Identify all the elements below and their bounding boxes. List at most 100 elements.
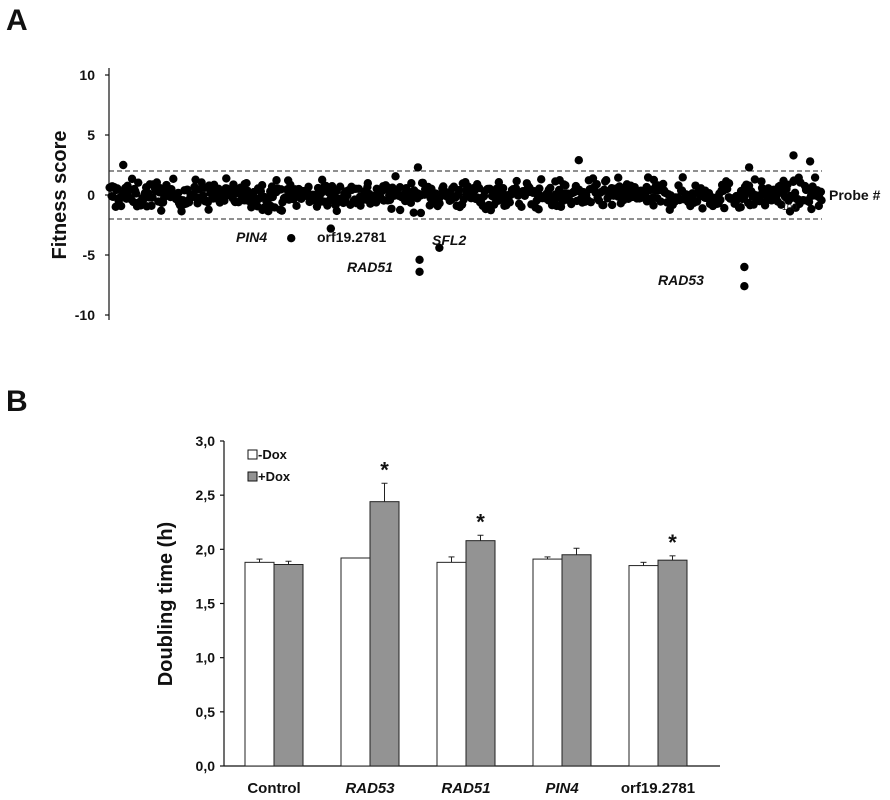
probe-point xyxy=(716,195,725,205)
probe-point xyxy=(607,200,617,210)
fitness-score-axis-label: Fitness score xyxy=(49,131,71,260)
outlier-point xyxy=(415,267,424,276)
probe-point xyxy=(113,184,122,193)
panel-a-letter: A xyxy=(6,4,28,37)
probe-point xyxy=(656,197,665,206)
probe-point xyxy=(692,197,702,206)
probe-point xyxy=(750,175,760,184)
probe-point xyxy=(395,205,405,215)
probe-point xyxy=(220,196,229,205)
probe-axis-label: Probe # xyxy=(829,187,881,203)
label-pin4: PIN4 xyxy=(236,229,267,245)
probe-point xyxy=(391,172,400,181)
y-tick-label: 0,5 xyxy=(196,704,216,720)
probe-point xyxy=(332,206,342,216)
y-tick-label: -10 xyxy=(75,307,95,323)
bar-plus-dox xyxy=(273,564,304,767)
outlier-point xyxy=(740,262,749,272)
probe-point xyxy=(148,193,157,202)
legend-minus-dox: -Dox xyxy=(258,447,288,462)
probe-point xyxy=(455,185,464,195)
bar-group: * * * xyxy=(244,457,688,767)
probe-point xyxy=(335,182,345,191)
y-tick-label: 5 xyxy=(87,127,95,143)
label-sfl2: SFL2 xyxy=(432,232,466,248)
probe-point-high xyxy=(413,163,423,172)
y-tick-label: 2,0 xyxy=(196,541,216,557)
probe-point xyxy=(546,183,555,193)
probe-point xyxy=(512,176,521,186)
probe-point xyxy=(630,183,639,192)
legend-plus-dox: +Dox xyxy=(258,469,291,484)
significance-marker: * xyxy=(380,457,389,482)
probe-point xyxy=(698,204,707,213)
bar-plus-dox xyxy=(561,554,592,767)
probe-point xyxy=(678,173,687,182)
probe-point xyxy=(222,174,231,183)
probe-point xyxy=(131,189,141,198)
probe-point xyxy=(416,208,426,218)
probe-point xyxy=(816,187,826,196)
category-label: Control xyxy=(247,780,300,797)
y-tick-label: -5 xyxy=(83,247,96,263)
probe-point xyxy=(167,185,176,194)
significance-marker: * xyxy=(668,530,677,555)
probe-point xyxy=(810,173,820,182)
probe-point xyxy=(720,203,729,213)
legend-swatch-plus-dox xyxy=(247,471,258,482)
probe-point xyxy=(363,179,373,188)
probe-point xyxy=(807,204,816,214)
x-tick-label: 100 xyxy=(782,202,797,212)
probe-point-high xyxy=(744,163,754,172)
probe-point xyxy=(134,178,143,187)
y-tick-label: 10 xyxy=(79,67,95,83)
y-tick-label: 0,0 xyxy=(196,758,216,774)
bar-minus-dox xyxy=(244,561,275,767)
probe-points xyxy=(105,151,826,291)
probe-point xyxy=(757,177,766,186)
probe-point xyxy=(272,176,281,185)
probe-point xyxy=(127,174,137,184)
significance-marker: * xyxy=(476,509,485,534)
probe-point xyxy=(736,203,745,212)
legend: -Dox +Dox xyxy=(247,447,291,484)
category-label: PIN4 xyxy=(545,780,579,797)
probe-point xyxy=(177,207,186,216)
probe-point xyxy=(724,179,734,188)
panel-b-letter: B xyxy=(6,385,28,418)
probe-point xyxy=(592,180,601,189)
probe-point xyxy=(395,182,405,192)
outlier-point xyxy=(326,224,336,233)
bar-minus-dox xyxy=(628,565,659,767)
probe-point xyxy=(602,175,611,185)
category-label: orf19.2781 xyxy=(621,780,695,797)
category-label: RAD51 xyxy=(441,780,490,797)
probe-point xyxy=(498,184,508,193)
probe-point xyxy=(534,205,543,214)
bar-plus-dox xyxy=(369,501,400,767)
bar-plus-dox xyxy=(465,540,496,767)
probe-point xyxy=(505,198,515,207)
probe-point xyxy=(599,200,608,210)
y-tick-label: 3,0 xyxy=(196,433,216,449)
probe-point xyxy=(407,178,416,188)
label-orf19-2781: orf19.2781 xyxy=(317,229,386,245)
bar-minus-dox xyxy=(532,558,563,767)
outlier-point xyxy=(287,234,296,243)
outlier-point xyxy=(740,282,749,291)
probe-point xyxy=(561,181,570,190)
y-tick-label: 0 xyxy=(87,187,95,203)
category-label: RAD53 xyxy=(345,780,395,797)
probe-point xyxy=(517,202,526,212)
probe-point xyxy=(537,175,546,184)
bar-plus-dox xyxy=(657,559,688,767)
label-rad51: RAD51 xyxy=(347,259,393,275)
probe-point xyxy=(147,201,156,210)
bar-minus-dox xyxy=(436,561,467,767)
panel-a-y-ticks: -10 -5 0 5 10 xyxy=(75,67,109,323)
probe-point xyxy=(586,197,596,207)
label-rad53: RAD53 xyxy=(658,272,704,288)
probe-point xyxy=(777,200,786,209)
probe-point xyxy=(387,204,396,213)
